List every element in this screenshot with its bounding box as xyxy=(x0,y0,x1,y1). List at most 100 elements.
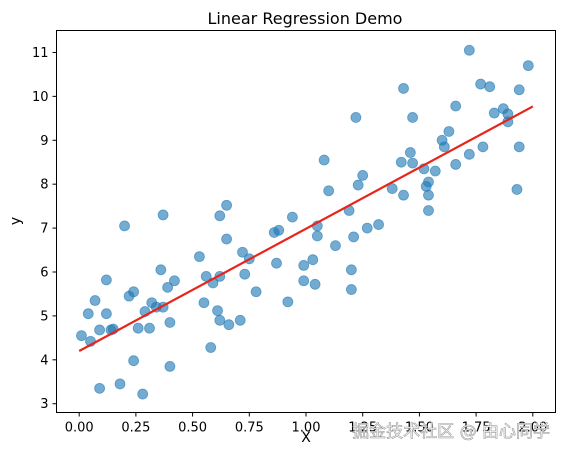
data-point-49 xyxy=(286,211,298,223)
x-tick-label: 0.75 xyxy=(235,421,264,436)
data-point-84 xyxy=(450,100,462,112)
y-tick-label: 3 xyxy=(40,397,48,412)
x-tick-label: 1.75 xyxy=(462,421,491,436)
data-point-35 xyxy=(214,314,226,326)
chart-title: Linear Regression Demo xyxy=(208,9,403,28)
data-point-86 xyxy=(463,44,475,56)
data-point-48 xyxy=(282,296,294,308)
data-point-31 xyxy=(205,342,217,353)
data-point-51 xyxy=(298,275,310,287)
x-tick-label: 0.25 xyxy=(121,421,150,436)
data-point-77 xyxy=(423,176,434,188)
data-point-52 xyxy=(307,254,319,266)
data-point-87 xyxy=(463,148,475,160)
data-point-62 xyxy=(348,231,360,243)
data-point-47 xyxy=(273,224,285,236)
x-tick-label: 2.00 xyxy=(518,421,547,436)
x-tick-label: 1.00 xyxy=(292,421,321,436)
data-point-63 xyxy=(350,112,362,123)
data-point-83 xyxy=(443,126,455,137)
data-point-42 xyxy=(239,268,251,280)
data-point-1 xyxy=(82,308,94,320)
data-point-36 xyxy=(214,210,226,222)
data-point-29 xyxy=(198,297,210,309)
data-point-46 xyxy=(271,257,282,269)
x-axis: 0.00 0.25 0.50 0.75 1.00 1.25 1.50 1.75 2.00 xyxy=(65,412,547,436)
data-point-73 xyxy=(407,112,419,123)
data-point-82 xyxy=(438,141,450,153)
data-point-25 xyxy=(164,317,176,328)
data-point-91 xyxy=(488,107,500,119)
data-point-67 xyxy=(373,219,384,230)
data-point-16 xyxy=(137,388,149,400)
data-point-38 xyxy=(221,233,233,245)
data-point-97 xyxy=(513,84,525,96)
data-point-4 xyxy=(94,382,105,394)
data-point-14 xyxy=(128,286,140,298)
data-point-69 xyxy=(395,156,407,168)
y-tick-label: 7 xyxy=(40,222,48,237)
data-point-80 xyxy=(429,165,441,177)
y-tick-label: 5 xyxy=(40,309,48,324)
data-point-72 xyxy=(404,147,416,158)
data-point-66 xyxy=(361,222,373,234)
data-point-98 xyxy=(522,60,534,72)
data-point-39 xyxy=(223,319,235,331)
data-point-78 xyxy=(423,189,434,201)
data-point-7 xyxy=(101,308,112,320)
data-point-95 xyxy=(511,184,523,195)
data-point-90 xyxy=(484,81,496,93)
data-point-18 xyxy=(144,322,155,334)
data-point-13 xyxy=(128,355,140,367)
data-point-3 xyxy=(89,295,101,306)
data-point-24 xyxy=(162,281,174,293)
data-point-56 xyxy=(318,154,330,166)
x-tick-label: 1.25 xyxy=(348,421,377,436)
y-tick-label: 9 xyxy=(40,134,48,149)
data-point-10 xyxy=(114,378,126,390)
data-point-0 xyxy=(76,330,87,342)
data-point-37 xyxy=(221,199,233,211)
x-tick-label: 0.50 xyxy=(178,421,207,436)
data-point-41 xyxy=(237,246,248,258)
regression-line-series xyxy=(78,105,534,352)
y-tick-label: 6 xyxy=(40,265,48,280)
data-point-74 xyxy=(407,157,419,169)
data-point-65 xyxy=(357,169,369,181)
data-point-15 xyxy=(132,322,144,334)
x-tick-label: 1.50 xyxy=(405,421,434,436)
y-tick-label: 11 xyxy=(32,46,49,61)
data-point-57 xyxy=(323,185,335,197)
data-point-70 xyxy=(398,189,409,201)
data-point-53 xyxy=(309,278,321,290)
data-point-23 xyxy=(157,209,169,221)
data-point-6 xyxy=(101,274,112,286)
data-point-40 xyxy=(234,314,246,326)
data-point-61 xyxy=(345,264,357,276)
data-point-85 xyxy=(450,159,462,170)
y-tick-label: 4 xyxy=(40,353,48,368)
x-axis-label: X xyxy=(301,430,311,446)
data-point-79 xyxy=(423,205,434,216)
data-point-68 xyxy=(386,183,398,194)
watermark: 掘金技术社区 @ 由心同学 xyxy=(352,422,550,442)
data-point-11 xyxy=(119,220,130,232)
data-point-21 xyxy=(155,264,167,276)
data-point-60 xyxy=(345,284,357,295)
y-tick-label: 8 xyxy=(40,178,48,193)
data-point-88 xyxy=(475,78,487,90)
data-point-58 xyxy=(330,240,341,252)
data-point-50 xyxy=(298,260,310,271)
scatter-series xyxy=(76,44,534,400)
data-point-27 xyxy=(169,275,180,287)
data-point-96 xyxy=(513,141,525,153)
data-point-44 xyxy=(250,286,262,298)
y-tick-label: 10 xyxy=(32,90,49,105)
y-axis: 3 4 5 6 7 8 9 10 11 xyxy=(32,46,57,412)
regression-line xyxy=(78,105,534,352)
data-point-33 xyxy=(212,305,223,317)
y-axis-label: y xyxy=(8,217,24,225)
data-point-26 xyxy=(164,360,176,372)
data-point-55 xyxy=(311,230,323,242)
